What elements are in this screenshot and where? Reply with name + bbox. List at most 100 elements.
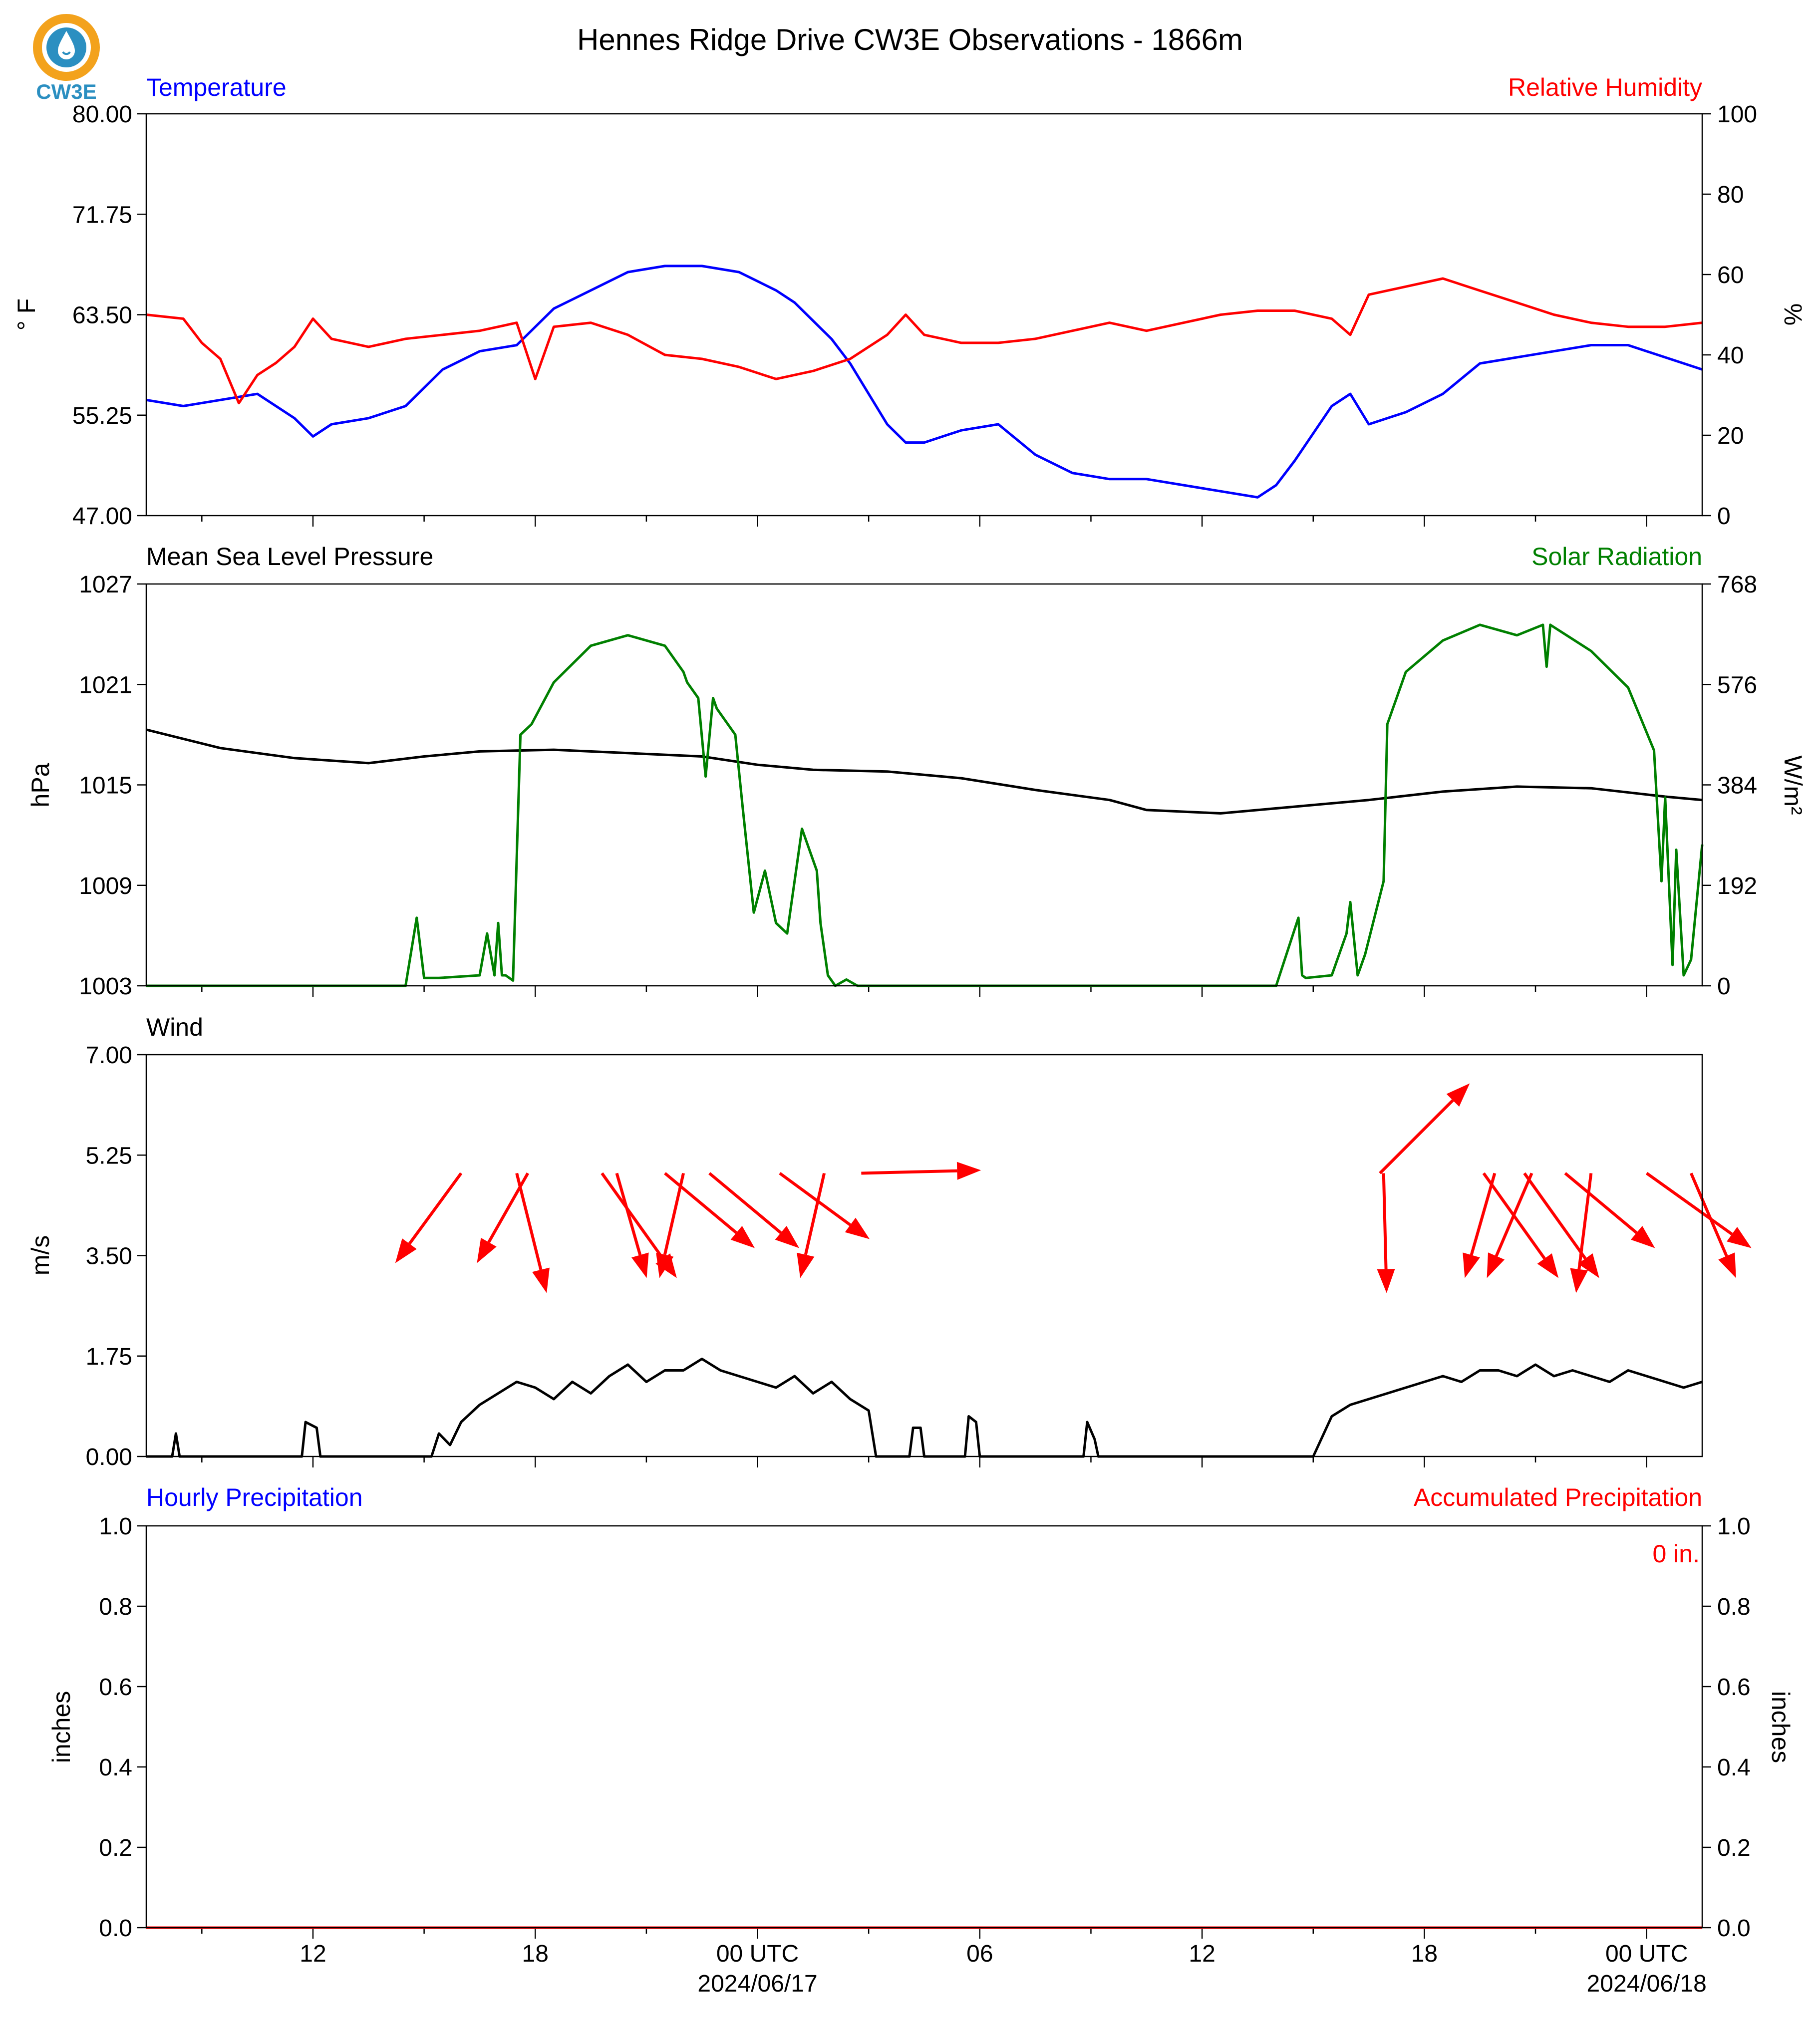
wind-arrow-shaft [1379,1099,1454,1174]
y-tick-label-left: 0.6 [99,1674,132,1701]
series-line-solar [146,623,1704,987]
wind-arrow [1689,1172,1736,1278]
y-tick-label-right: 0.0 [1717,1915,1751,1942]
panel4-frame [145,1525,1703,1929]
chart-title: Hennes Ridge Drive CW3E Observations - 1… [577,23,1243,56]
wind-arrow [1377,1173,1395,1293]
wind-arrow-shaft [515,1172,543,1270]
y-tick-label-left: 7.00 [86,1042,132,1069]
y-tick-label-left: 0.0 [99,1915,132,1942]
wind-arrow [515,1172,550,1293]
x-tick-label: 06 [966,1941,993,1967]
x-tick-label: 18 [522,1941,549,1967]
wind-arrow-head [1718,1252,1736,1278]
y-tick-label-left: 1009 [79,873,132,899]
y-tick-label-right: 40 [1717,342,1744,369]
series-line-temperature [146,265,1703,499]
x-tick-label: 00 UTC [1605,1941,1688,1967]
y-tick-label-left: 0.00 [86,1444,132,1470]
y-tick-label-left: 55.25 [72,403,132,429]
wind-arrow-shaft [861,1169,957,1175]
wind-arrow [1564,1172,1655,1248]
wind-arrow-shaft [1645,1172,1733,1236]
wind-arrow-shaft [663,1172,685,1255]
wind-arrow-head [631,1252,649,1278]
y-tick-label-left: 0.4 [99,1754,132,1781]
panel3-frame [145,1054,1703,1457]
wind-arrow-head [477,1237,497,1263]
wind-arrow-head [775,1225,800,1248]
panel1-ylabel-right: % [1779,303,1807,325]
wind-arrow [477,1172,530,1263]
panel2-title-right: Solar Radiation [1531,543,1702,571]
y-tick-label-right: 0.2 [1717,1835,1751,1861]
wind-arrow-head [1463,1252,1480,1278]
panel4-title-left: Hourly Precipitation [146,1483,363,1511]
y-tick-label-left: 1021 [79,672,132,698]
y-tick-label-left: 47.00 [72,503,132,530]
wind-arrow-head [845,1217,870,1239]
wind-arrow-shaft [615,1172,642,1256]
series-line-pressure [146,728,1703,815]
wind-arrow [1523,1172,1599,1278]
panel-wind: Wind m/s 7.00 5.25 3.50 1.75 0.00 [26,1013,1752,1470]
wind-arrow-head [1537,1253,1559,1278]
panel2-ylabel-right: W/m² [1779,755,1807,815]
wind-arrow-head [1631,1225,1655,1248]
panel1-ylabel-left: ° F [12,298,40,330]
wind-arrow-shaft [779,1172,852,1226]
y-tick-label-left: 1015 [79,773,132,799]
y-tick-label-left: 0.2 [99,1835,132,1861]
panel2-series [146,623,1704,987]
panel1-frame [145,113,1703,517]
wind-arrow [1645,1172,1752,1248]
wind-arrow [1570,1173,1593,1293]
wind-arrow-shaft [1382,1173,1388,1269]
wind-arrow-head [395,1238,417,1263]
wind-arrow [664,1172,755,1248]
wind-arrow [779,1172,870,1239]
y-tick-label-left: 1003 [79,973,132,1000]
panel-temperature-humidity: Temperature Relative Humidity ° F % 80.0… [12,73,1807,530]
y-tick-label-right: 1.0 [1717,1513,1751,1540]
y-tick-label-right: 20 [1717,423,1744,449]
wind-arrow [797,1172,826,1278]
wind-arrow-head [532,1267,550,1293]
wind-arrow [395,1172,463,1263]
series-line-humidity [146,277,1703,405]
y-tick-label-left: 1.75 [86,1344,132,1370]
panel1-title-left: Temperature [146,73,287,101]
y-tick-label-right: 768 [1717,572,1757,598]
x-tick-label: 00 UTC [716,1941,799,1967]
y-tick-label-left: 71.75 [72,202,132,228]
wind-arrow-head [1570,1268,1588,1293]
panel2-frame [145,583,1703,987]
wind-arrow [861,1161,981,1180]
wind-arrow [1379,1083,1470,1174]
panel4-title-right: Accumulated Precipitation [1414,1483,1702,1511]
wind-arrow [656,1172,685,1278]
y-tick-label-left: 3.50 [86,1243,132,1270]
y-tick-label-right: 0 [1717,503,1731,530]
panel1-series [146,265,1703,499]
y-tick-label-right: 60 [1717,262,1744,289]
y-tick-label-right: 192 [1717,873,1757,899]
logo-text: CW3E [36,80,96,103]
y-tick-label-right: 100 [1717,101,1757,128]
wind-arrow-head [797,1252,815,1278]
wind-arrow-head [730,1225,755,1248]
x-tick-label: 12 [1189,1941,1215,1967]
wind-arrow-shaft [804,1172,826,1255]
cw3e-logo: CW3E [33,14,100,103]
wind-arrows [395,1083,1752,1293]
panel2-axes: 1027 1021 1015 1009 1003 768 576 384 192 0 [79,572,1757,1000]
panel3-title-left: Wind [146,1013,203,1041]
wind-arrow-head [956,1161,981,1180]
wind-arrow-shaft [601,1172,664,1260]
accumulated-total-label: 0 in. [1652,1540,1700,1568]
wind-arrow-shaft [1577,1173,1593,1270]
y-tick-label-right: 0 [1717,973,1731,1000]
wind-arrow [708,1172,800,1248]
